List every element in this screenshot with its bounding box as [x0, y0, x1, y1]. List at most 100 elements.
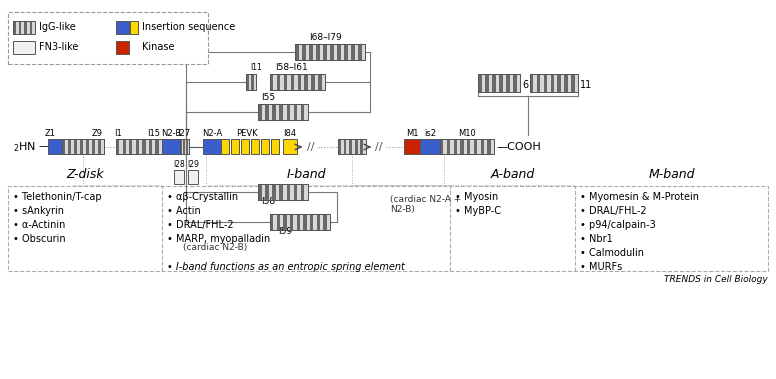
Bar	[270, 214, 330, 230]
Text: I11: I11	[250, 63, 262, 72]
Bar	[221, 139, 229, 154]
Bar	[270, 74, 325, 90]
Text: I58–I61: I58–I61	[275, 63, 308, 72]
Text: A-band: A-band	[490, 168, 535, 181]
Text: • DRAL/FHL-2: • DRAL/FHL-2	[167, 220, 234, 230]
Bar	[550, 74, 554, 92]
Bar	[291, 74, 294, 90]
Bar	[258, 184, 308, 200]
Bar	[162, 139, 180, 154]
Text: I84: I84	[283, 129, 296, 138]
Bar	[13, 21, 16, 34]
Text: (cardiac N2-A +
N2-B): (cardiac N2-A + N2-B)	[390, 194, 461, 214]
Bar	[123, 139, 126, 154]
Text: • Telethonin/T-cap: • Telethonin/T-cap	[13, 192, 102, 202]
Bar	[116, 139, 162, 154]
Bar	[270, 74, 273, 90]
Bar	[440, 139, 494, 154]
Text: FN3-like: FN3-like	[39, 42, 78, 53]
Bar	[478, 74, 520, 92]
Bar	[116, 41, 129, 54]
Bar	[474, 139, 477, 154]
Bar	[318, 74, 321, 90]
Text: //: //	[375, 142, 383, 152]
Bar	[272, 104, 275, 120]
Bar	[246, 74, 256, 90]
Bar	[29, 21, 33, 34]
Text: • MyBP-C: • MyBP-C	[455, 206, 501, 216]
Bar	[295, 44, 365, 60]
Bar	[277, 74, 280, 90]
Bar	[13, 41, 35, 54]
Bar	[270, 214, 330, 230]
Bar	[530, 74, 578, 92]
Bar	[360, 139, 363, 154]
Bar	[499, 74, 503, 92]
Bar	[136, 139, 139, 154]
Bar	[544, 74, 547, 92]
Bar	[251, 139, 259, 154]
Bar	[440, 139, 443, 154]
Text: N2-B: N2-B	[161, 129, 181, 138]
Bar	[286, 104, 290, 120]
Text: I68–I79: I68–I79	[309, 33, 341, 42]
Bar	[116, 21, 129, 34]
Bar	[270, 74, 325, 90]
Bar	[485, 74, 489, 92]
Bar	[349, 139, 352, 154]
Bar	[270, 214, 273, 230]
Bar	[283, 139, 297, 154]
Text: IgG-like: IgG-like	[39, 22, 76, 33]
Bar	[467, 139, 470, 154]
Text: I55: I55	[261, 93, 275, 102]
Bar	[80, 139, 83, 154]
Text: I15: I15	[147, 129, 161, 138]
Bar	[203, 139, 221, 154]
Bar	[338, 139, 366, 154]
Bar	[301, 104, 304, 120]
Bar	[330, 44, 334, 60]
Bar	[293, 184, 297, 200]
Text: //: //	[307, 142, 314, 152]
Text: • DRAL/FHL-2: • DRAL/FHL-2	[580, 206, 646, 216]
Bar	[68, 139, 71, 154]
Bar	[277, 214, 280, 230]
Bar	[188, 170, 198, 184]
Text: • p94/calpain-3: • p94/calpain-3	[580, 220, 656, 230]
Bar	[311, 74, 315, 90]
Bar	[19, 21, 21, 34]
Text: (cardiac N2-B): (cardiac N2-B)	[183, 243, 247, 252]
Bar	[344, 44, 348, 60]
Bar	[142, 139, 146, 154]
Bar	[338, 139, 366, 154]
Bar	[304, 74, 308, 90]
Text: • αβ-Crystallin: • αβ-Crystallin	[167, 192, 238, 202]
Bar	[258, 184, 308, 200]
Bar	[258, 104, 308, 120]
Bar	[180, 139, 189, 154]
Bar	[92, 139, 95, 154]
Text: • α-Actinin: • α-Actinin	[13, 220, 65, 230]
Bar	[74, 139, 77, 154]
Bar	[279, 184, 283, 200]
Bar	[310, 214, 314, 230]
Bar	[530, 74, 533, 92]
Text: —COOH: —COOH	[496, 142, 541, 152]
Bar	[284, 74, 287, 90]
FancyBboxPatch shape	[8, 12, 208, 64]
Bar	[116, 139, 162, 154]
Text: I59: I59	[278, 227, 292, 236]
Text: • Actin: • Actin	[167, 206, 201, 216]
Bar	[48, 139, 62, 154]
Bar	[492, 74, 496, 92]
Bar	[271, 139, 279, 154]
Bar	[116, 139, 120, 154]
Bar	[24, 21, 26, 34]
Text: • MARP, myopalladin: • MARP, myopalladin	[167, 234, 270, 244]
Bar	[338, 139, 341, 154]
Bar	[447, 139, 450, 154]
Text: N2-A: N2-A	[202, 129, 222, 138]
Bar	[324, 214, 327, 230]
Bar	[174, 170, 184, 184]
Bar	[86, 139, 89, 154]
